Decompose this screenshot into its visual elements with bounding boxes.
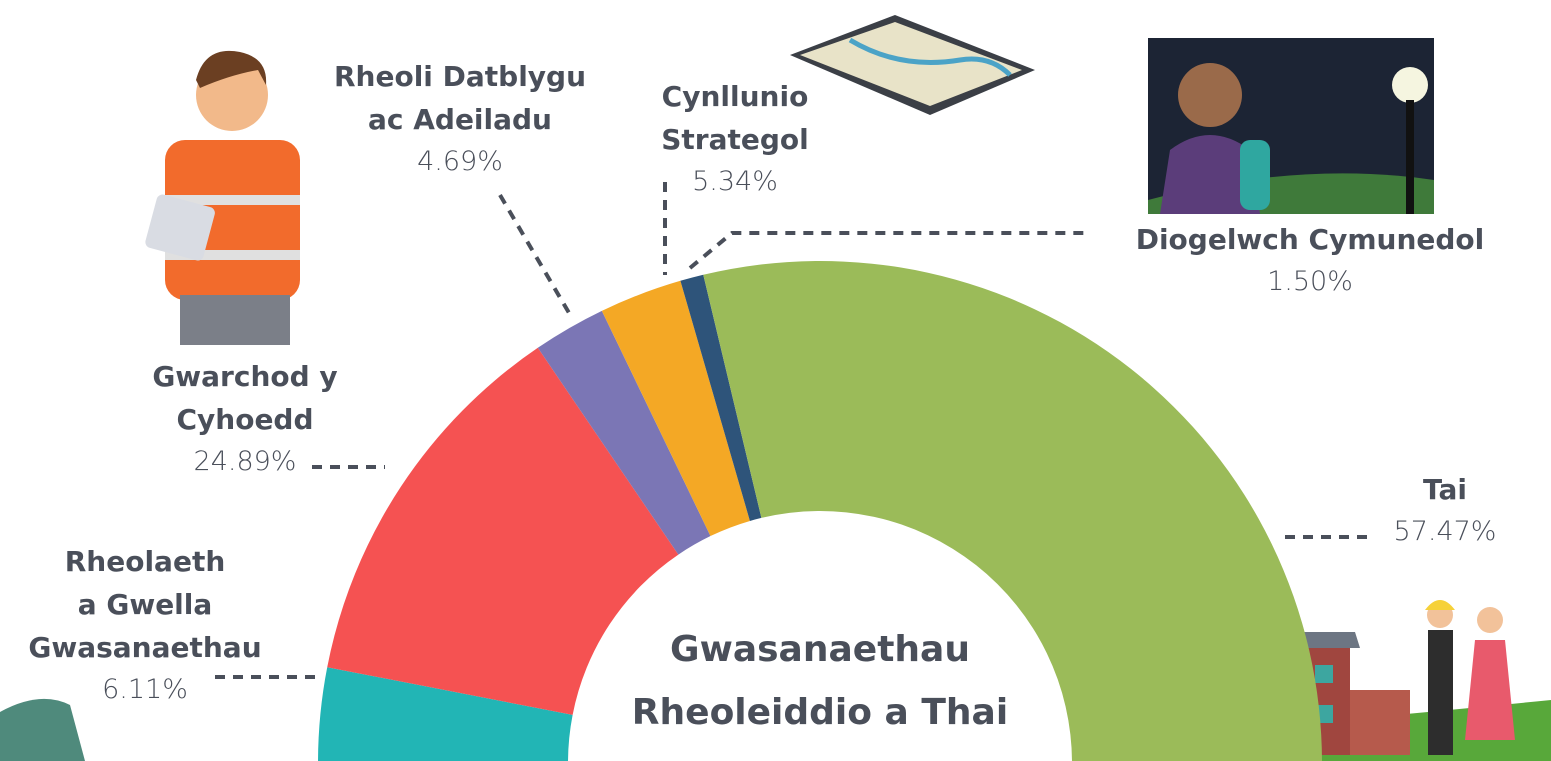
category-name: Gwarchod y Cyhoedd — [152, 360, 338, 436]
leader-line — [688, 231, 1085, 270]
category-name: Rheoli Datblygu ac Adeiladu — [333, 60, 587, 136]
category-name: Tai — [1423, 473, 1467, 506]
slice-label: Rheoli Datblygu ac Adeiladu 4.69% — [300, 55, 620, 183]
value-label: 5.34% — [692, 166, 778, 197]
slices — [318, 261, 1322, 761]
slice — [327, 347, 679, 715]
value-label: 1.50% — [1267, 266, 1353, 297]
category-name: Diogelwch Cymunedol — [1135, 223, 1485, 256]
slice-label: Cynllunio Strategol 5.34% — [620, 75, 850, 203]
category-name: Rheolaeth a Gwella Gwasanaethau — [28, 545, 262, 664]
value-label: 57.47% — [1393, 516, 1497, 547]
slice-label: Diogelwch Cymunedol 1.50% — [1080, 218, 1540, 303]
value-label: 24.89% — [193, 446, 297, 477]
leader-line — [498, 193, 574, 320]
slice — [537, 310, 711, 555]
slice — [680, 274, 762, 521]
value-label: 4.69% — [417, 146, 503, 177]
worker-illustration — [145, 50, 300, 345]
category-name: Cynllunio Strategol — [661, 80, 809, 156]
leader-lines — [215, 182, 1370, 679]
slice-label: Rheolaeth a Gwella Gwasanaethau 6.11% — [0, 540, 290, 711]
slice-label: Gwarchod y Cyhoedd 24.89% — [100, 355, 390, 483]
slice — [703, 261, 1322, 761]
night-photo — [1148, 38, 1434, 214]
slice — [318, 667, 573, 761]
hill — [0, 698, 85, 761]
slice-label: Tai 57.47% — [1360, 468, 1530, 553]
value-label: 6.11% — [102, 674, 188, 705]
tablet-illustration — [790, 15, 1035, 115]
slice — [601, 280, 750, 537]
chart-title: Gwasanaethau Rheoleiddio a Thai — [631, 629, 1009, 733]
